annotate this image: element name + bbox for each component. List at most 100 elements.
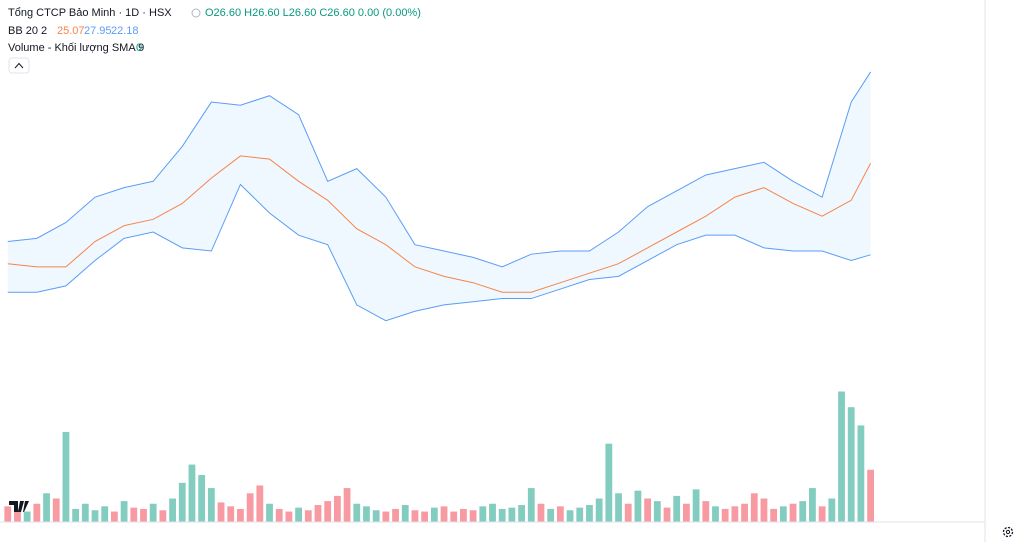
volume-bar [527,488,535,522]
band-fill [7,71,871,321]
volume-bar [469,510,477,522]
volume-bar [275,508,283,522]
status-dot [191,8,201,18]
volume-bar [712,506,719,522]
volume-bar [62,431,70,522]
volume-bar [43,493,50,522]
band-lower [7,183,871,322]
volume-bar [867,469,874,522]
volume-bar [692,489,700,522]
volume-bar [285,511,293,522]
band-basis [7,155,872,293]
volume-bar [576,507,584,522]
logo-shape [9,501,29,512]
volume-bar [556,506,564,522]
volume-bar [653,501,661,522]
volume-bar [838,391,845,522]
volume-bar [91,510,99,522]
settings-icon[interactable] [1002,526,1014,538]
volume-bar [828,498,836,522]
volume-bar [353,503,361,522]
volume-bar [266,503,273,522]
volume-sma-value: 0 [136,42,142,54]
collapse-button[interactable] [8,57,30,74]
volume-bar [52,498,60,522]
volume-bar [809,488,816,522]
volume-bar [169,498,176,522]
volume-bar [760,498,768,522]
volume-bar [101,506,109,522]
volume-bar [586,505,593,522]
lower-value: 22.18 [111,25,139,37]
volume-bar [401,505,409,522]
volume-bar [595,498,603,522]
volume-bar [440,506,448,522]
volume-bar [644,498,652,522]
volume-bar [392,508,399,522]
volume-bar [314,505,322,522]
volume-bar [149,503,157,522]
tv-logo [9,501,29,512]
volume-bar [14,508,21,522]
volume-bar [673,495,681,522]
volume-bar [741,503,748,522]
volume-bar [227,506,235,522]
ohlc-values: O26.60 H26.60 L26.60 C26.60 0.00 (0.00%) [205,7,421,19]
volume-bar [178,482,186,522]
volume-bar [372,510,380,522]
volume-bar [343,488,351,522]
volume-bar [81,503,89,522]
volume-bar [72,508,80,522]
gear[interactable] [1002,526,1014,538]
volume-bar [256,485,264,522]
volume-bar [324,501,332,522]
volume-bar [789,503,797,522]
volume-bar [518,505,525,522]
volume-bar [683,503,690,522]
bollinger-bands [7,71,872,322]
volume-bar [731,506,739,522]
volume-bar [489,503,496,522]
volume-bar [857,425,865,522]
volume-bar [479,506,487,522]
volume-bar [799,501,807,522]
volume-bar [498,508,506,522]
volume-bar [430,507,438,522]
volume-bar [411,510,419,522]
collapse-icon [14,62,24,69]
volume-bar [450,511,458,522]
band-upper [7,71,872,268]
volume-bar [663,507,671,522]
volume-bar [237,508,244,522]
volume-bar [847,407,855,522]
volume-bar [566,510,574,522]
volume-bar [750,493,758,522]
volume-bar [460,508,467,522]
volume-bar [615,493,622,522]
volume-bar [304,510,312,522]
volume-bar [779,506,787,522]
volume-bar [721,508,729,522]
volume-bar [770,508,778,522]
basis-value: 25.07 [57,25,85,37]
volume-bar [634,490,642,522]
legend: Tổng CTCP Bảo Minh · 1D · HSX O26.60 H26… [8,7,421,74]
volume-bar [382,511,390,522]
volume-bar [33,503,41,522]
volume-bar [246,493,254,522]
volume-bar [4,506,12,522]
upper-value: 27.95 [84,25,112,37]
volume-bar [624,503,632,522]
volume-bar [198,475,206,522]
volume-bar [537,503,545,522]
volume-bar [130,507,138,522]
volume-bar [217,502,225,522]
volume-bar [605,443,613,522]
volume-bar [818,506,826,522]
volume-bar [702,501,710,522]
volume-bar [140,508,147,522]
volume-bar [508,507,516,522]
volume-pane [4,391,874,522]
volume-bar [547,508,555,522]
